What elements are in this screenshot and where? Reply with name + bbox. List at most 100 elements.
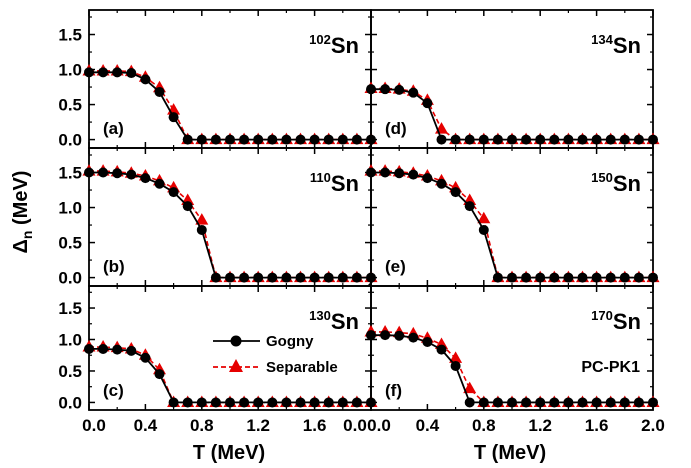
gogny-point [98,67,109,78]
gogny-line [371,171,653,279]
panel-frame [88,9,372,149]
panel-label: (c) [103,381,124,400]
gogny-point [225,134,235,145]
gogny-point [84,67,94,78]
gogny-point [422,337,433,348]
isotope-mass: 102 [309,32,331,47]
gogny-point [295,272,306,283]
gogny-point [366,330,376,341]
panel-label: (b) [103,257,125,276]
gogny-point [126,169,137,180]
legend-label: Separable [266,359,338,376]
gogny-point [154,86,165,97]
x-axis-title: T (MeV) [474,442,546,464]
gogny-point [591,134,602,145]
gogny-point [239,397,250,408]
gogny-point [182,134,193,145]
separable-point [477,211,491,224]
y-tick-label: 0.0 [58,393,82,412]
gogny-line [89,171,371,279]
gogny-point [619,134,630,145]
isotope-element: Sn [613,33,641,58]
gogny-point [605,397,616,408]
gogny-point [168,112,179,123]
gogny-point [521,397,532,408]
gogny-point [366,84,376,95]
x-tick-label: 1.2 [246,416,270,435]
gogny-point [210,134,221,145]
gogny-point [633,272,644,283]
gogny-point [394,84,405,95]
gogny-point [84,167,94,178]
gogny-point [281,272,292,283]
isotope-label: 150Sn [591,170,641,196]
gogny-point [450,187,461,198]
gogny-point [478,397,489,408]
legend-marker [229,359,243,372]
separable-line [371,170,653,279]
separable-line [89,70,371,141]
gogny-point [563,272,574,283]
gogny-point [577,134,588,145]
gogny-point [648,272,658,283]
gogny-point [408,332,419,343]
gogny-point [563,134,574,145]
panel-label: (d) [385,119,407,138]
x-tick-label: 1.6 [585,416,609,435]
y-tick-label: 1.0 [58,199,82,218]
gogny-point [394,168,405,179]
y-axis-title: Δn (MeV) [10,171,35,254]
isotope-label: 102Sn [309,32,359,58]
gogny-point [450,360,461,371]
x-axis-title: T (MeV) [193,442,265,464]
gogny-point [535,397,546,408]
gogny-point [225,397,235,408]
separable-point [195,213,209,225]
gogny-point [309,134,320,145]
gogny-line [89,71,371,141]
x-tick-label: 0.0 [343,416,367,435]
gogny-point [351,272,362,283]
gogny-point [507,397,517,408]
gogny-point [253,272,264,283]
gogny-point [633,397,644,408]
gogny-point [253,397,264,408]
gogny-point [549,397,560,408]
gogny-point [281,397,292,408]
isotope-label: 130Sn [309,308,359,334]
x-tick-label: 0.0 [82,416,106,435]
gogny-point [112,168,123,179]
gogny-point [535,272,546,283]
gogny-point [605,272,616,283]
gogny-point [408,169,419,180]
gogny-point [549,272,560,283]
gogny-point [422,173,433,184]
y-tick-label: 1.0 [58,331,82,350]
panel-f: 0.0 0.4 0.8 1.2 1.6 2.0 (f) 170Sn [364,285,665,435]
gogny-point [253,134,264,145]
y-tick-label: 1.5 [58,164,82,183]
y-tick-label: 0.5 [58,362,82,381]
y-tick-label: 1.5 [58,26,82,45]
x-tick-label: 2.0 [641,416,665,435]
separable-line [89,170,371,279]
gogny-point [281,134,292,145]
gogny-point [168,397,179,408]
y-axis-title-unit: (MeV) [10,171,32,231]
gogny-point [535,134,546,145]
gogny-point [422,98,433,109]
y-tick-label: 1.5 [58,299,82,318]
gogny-point [380,84,391,95]
isotope-mass: 150 [591,170,613,185]
gogny-point [492,272,503,283]
gogny-point [210,272,221,283]
gogny-point [323,134,334,145]
gogny-point [394,330,405,341]
panel-b: 0.0 0.5 1.0 1.5 (b) 110Sn [58,147,378,288]
isotope-element: Sn [613,309,641,334]
gogny-point [619,272,630,283]
gogny-point [154,369,165,380]
gogny-point [648,397,658,408]
isotope-element: Sn [331,309,359,334]
